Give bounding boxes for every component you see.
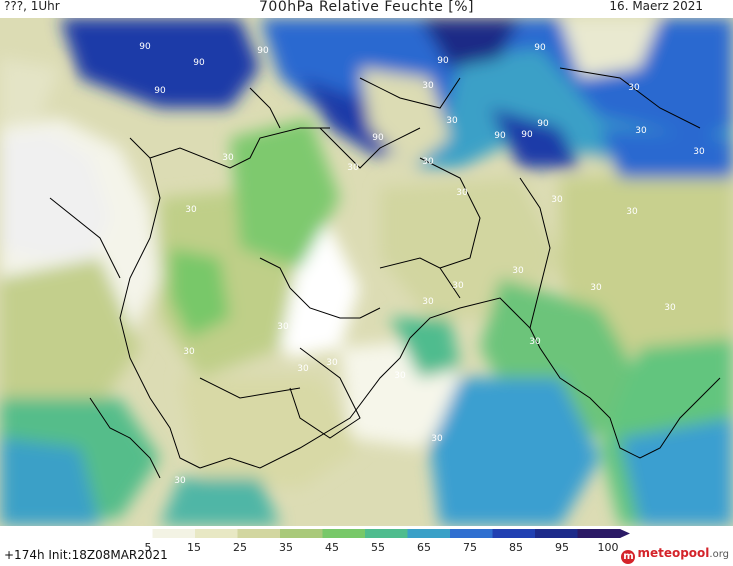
colorbar: 5 15 25 35 45 55 65 75 85 95 100 [110,529,630,554]
contour-label: 90 [537,119,549,129]
contour-labels: 90 90 90 90 90 90 90 90 90 90 30 30 30 30 30 30 30 30 30 30… [139,42,705,486]
logo-brand: meteopool [637,546,710,560]
contour-label: 30 [431,434,443,444]
contour-label: 30 [326,358,338,368]
contour-label: 30 [347,163,359,173]
date-label: 16. Maerz 2021 [609,0,703,13]
contour-label: 30 [590,283,602,293]
humidity-fields [0,18,733,526]
colorbar-tick-label: 15 [187,541,201,554]
contour-label: 30 [628,83,640,93]
colorbar-tick-label: 5 [145,541,152,554]
contour-label: 90 [372,133,384,143]
header: ???, 1Uhr 700hPa Relative Feuchte [%] 16… [0,0,733,18]
contour-label: 30 [277,322,289,332]
colorbar-swatches [110,529,630,538]
colorbar-tick-label: 25 [233,541,247,554]
contour-label: 30 [394,371,406,381]
colorbar-swatch [322,529,366,538]
contour-label: 30 [297,364,309,374]
coastlines [49,67,721,479]
colorbar-swatch [535,529,578,538]
colorbar-swatch [365,529,408,538]
contour-label: 30 [664,303,676,313]
contour-label: 30 [422,297,434,307]
colorbar-swatch [195,529,238,538]
logo-icon: m [621,550,636,564]
contour-label: 30 [446,116,458,126]
contour-label: 90 [154,86,166,96]
contour-label: 30 [185,205,197,215]
colorbar-tick-label: 85 [509,541,523,554]
contour-label: 30 [456,188,468,198]
colorbar-tick-label: 100 [598,541,619,554]
contour-label: 30 [422,157,434,167]
contour-label: 30 [222,153,234,163]
contour-label: 30 [693,147,705,157]
colorbar-tick-label: 55 [371,541,385,554]
contour-label: 30 [529,337,541,347]
colorbar-tick-label: 45 [325,541,339,554]
init-run-label: +174h Init:18Z08MAR2021 [4,548,168,562]
colorbar-swatch [450,529,493,538]
colorbar-tick-label: 95 [555,541,569,554]
contour-label: 90 [193,58,205,68]
contour-label: 90 [494,131,506,141]
contour-label: 90 [139,42,151,52]
colorbar-swatch [407,529,451,538]
colorbar-tick-label: 65 [417,541,431,554]
colorbar-swatch [152,529,196,538]
contour-label: 30 [626,207,638,217]
colorbar-end-arrow [620,529,630,538]
contour-label: 90 [521,130,533,140]
contour-label: 90 [257,46,269,56]
contour-label: 90 [437,56,449,66]
run-time-label: ???, 1Uhr [4,0,60,13]
colorbar-tick-label: 35 [279,541,293,554]
colorbar-swatch [110,529,153,538]
contour-label: 30 [635,126,647,136]
contour-label: 90 [534,43,546,53]
colorbar-swatch [577,529,621,538]
map-title: 700hPa Relative Feuchte [%] [259,0,474,15]
logo-tld: .org [709,549,729,560]
contour-label: 30 [452,281,464,291]
contour-label: 30 [422,81,434,91]
colorbar-tick-label: 75 [463,541,477,554]
contour-label: 30 [512,266,524,276]
colorbar-swatch [237,529,281,538]
colorbar-swatch [280,529,323,538]
meteopool-logo[interactable]: m meteopool.org [621,546,729,564]
colorbar-swatch [492,529,536,538]
humidity-map[interactable]: 90 90 90 90 90 90 90 90 90 90 30 30 30 30 30 30 30 30 30 30… [0,18,733,526]
contour-label: 30 [174,476,186,486]
colorbar-ticks: 5 15 25 35 45 55 65 75 85 95 100 [145,541,619,554]
contour-label: 30 [551,195,563,205]
contour-label: 30 [183,347,195,357]
